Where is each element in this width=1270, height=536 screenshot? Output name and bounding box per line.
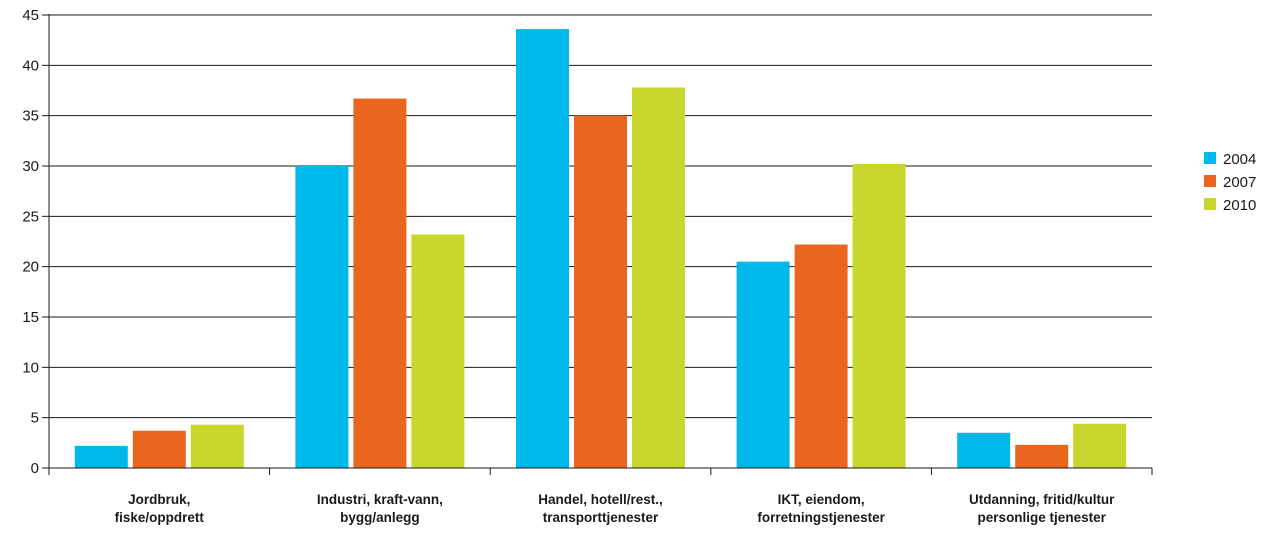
legend-swatch-2004 [1204, 152, 1216, 164]
bar-2010 [632, 87, 685, 468]
bar-2004 [74, 445, 128, 468]
y-axis-tick-labels: 0 5 10 15 20 25 30 35 40 45 [22, 7, 39, 477]
bar-2007 [794, 244, 848, 468]
bar-2004 [736, 261, 790, 468]
category-label: Utdanning, fritid/kultur personlige tjene… [969, 492, 1115, 525]
bar-2007 [574, 115, 627, 469]
category-label: Jordbruk, fiske/oppdrett [115, 492, 205, 525]
category-label-line: Utdanning, fritid/kultur [969, 492, 1115, 507]
category-label-line: transporttjenester [543, 510, 659, 525]
category-label-line: IKT, eiendom, [778, 492, 865, 507]
bar-2007 [353, 98, 407, 468]
category-label-line: fiske/oppdrett [115, 510, 205, 525]
y-tick-label: 20 [22, 259, 39, 276]
legend-label-2004: 2004 [1223, 151, 1256, 168]
bar-2004 [295, 166, 349, 468]
legend-swatch-2007 [1204, 175, 1216, 187]
y-tick-label: 25 [22, 208, 39, 225]
bar-2010 [411, 234, 465, 468]
category-label-line: Jordbruk, [128, 492, 190, 507]
y-tick-label: 30 [22, 158, 39, 175]
bars [74, 29, 1127, 469]
bar-2010 [190, 424, 244, 468]
y-tick-label: 45 [22, 7, 39, 24]
category-label-line: personlige tjenester [978, 510, 1107, 525]
legend-label-2007: 2007 [1223, 174, 1256, 191]
y-tick-label: 35 [22, 108, 39, 125]
legend-label-2010: 2010 [1223, 197, 1256, 214]
y-tick-label: 40 [22, 57, 39, 74]
bar-2010 [852, 163, 906, 468]
x-axis-category-labels: Jordbruk, fiske/oppdrett Industri, kraft-v… [115, 492, 1116, 525]
y-tick-label: 15 [22, 309, 39, 326]
bar-2004 [957, 432, 1011, 468]
category-label: Handel, hotell/rest., transporttjenester [538, 492, 663, 525]
bar-2007 [132, 430, 186, 468]
y-tick-label: 5 [31, 410, 39, 427]
legend: 2004 2007 2010 [1204, 151, 1256, 214]
bar-2010 [1073, 423, 1127, 468]
category-label: Industri, kraft-vann, bygg/anlegg [317, 492, 443, 525]
category-label: IKT, eiendom, forretningstjenester [757, 492, 885, 525]
y-tick-label: 0 [31, 460, 39, 477]
category-label-line: Industri, kraft-vann, [317, 492, 443, 507]
category-label-line: Handel, hotell/rest., [538, 492, 663, 507]
category-label-line: bygg/anlegg [340, 510, 420, 525]
y-tick-label: 10 [22, 359, 39, 376]
category-label-line: forretningstjenester [757, 510, 885, 525]
bar-2004 [516, 29, 569, 469]
bar-2007 [1015, 444, 1069, 468]
legend-swatch-2010 [1204, 198, 1216, 210]
axes [42, 14, 1153, 475]
